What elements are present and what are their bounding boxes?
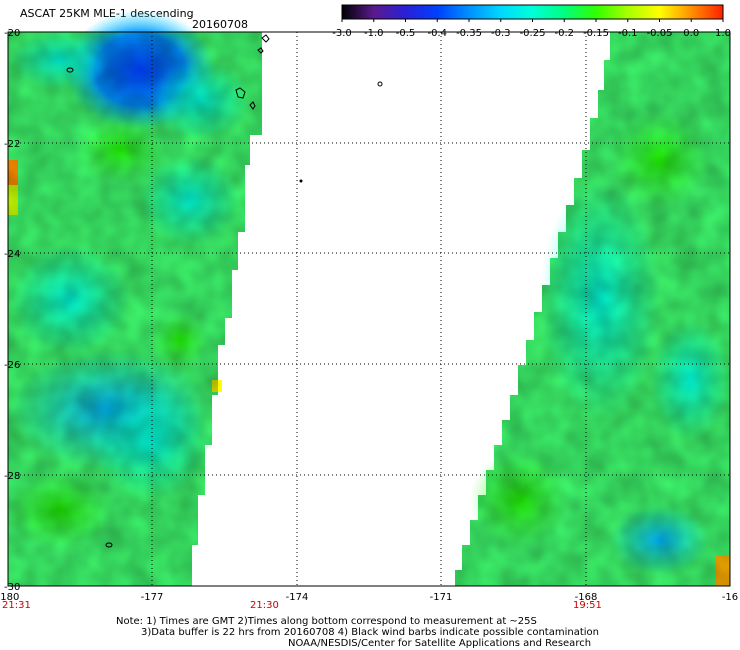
lon-label: -177 xyxy=(141,592,164,603)
note-line-1: Note: 1) Times are GMT 2)Times along bot… xyxy=(116,616,537,627)
colorbar-label: -0.25 xyxy=(520,28,546,39)
time-left: 21:31 xyxy=(2,600,31,611)
right-swath xyxy=(455,32,730,586)
latitude-labels: -20 -22 -24 -26 -28 -30 xyxy=(4,28,20,593)
lat-label: -28 xyxy=(4,471,20,482)
colorbar-label: -1.0 xyxy=(364,28,384,39)
colorbar-label: -0.5 xyxy=(396,28,416,39)
colorbar-label: -0.05 xyxy=(647,28,673,39)
lat-label: -22 xyxy=(4,139,20,150)
colorbar-label: 0.0 xyxy=(683,28,699,39)
note-line-3: NOAA/NESDIS/Center for Satellite Applica… xyxy=(288,638,592,649)
date-label: 20160708 xyxy=(192,18,248,31)
time-middle: 21:30 xyxy=(250,600,279,611)
note-line-2: 3)Data buffer is 22 hrs from 20160708 4)… xyxy=(141,627,599,638)
colorbar-label: 1.0 xyxy=(715,28,731,39)
lon-label: -16 xyxy=(722,592,738,603)
lon-label: -180 xyxy=(0,592,19,603)
map-frame xyxy=(7,31,731,587)
island-outlines xyxy=(66,34,383,548)
lon-label: -168 xyxy=(575,592,598,603)
colorbar-label: -0.35 xyxy=(456,28,482,39)
lat-label: -30 xyxy=(4,582,20,593)
colorbar-label: -0.3 xyxy=(491,28,511,39)
lat-lon-grid xyxy=(8,32,730,586)
left-swath xyxy=(5,10,262,586)
colorbar-gradient xyxy=(341,4,724,20)
island-dot xyxy=(299,179,303,183)
colorbar-label: -0.15 xyxy=(583,28,609,39)
colorbar: -3.0 -1.0 -0.5 -0.4 -0.35 -0.3 -0.25 -0.2 -0.15-… xyxy=(332,4,731,39)
colorbar-label: -0.4 xyxy=(427,28,447,39)
lat-label: -26 xyxy=(4,360,20,371)
lat-label: -20 xyxy=(4,28,20,39)
lon-label: -174 xyxy=(286,592,309,603)
time-right: 19:51 xyxy=(573,600,602,611)
lat-label: -24 xyxy=(4,249,20,260)
lon-label: -171 xyxy=(430,592,453,603)
colorbar-label: -3.0 xyxy=(332,28,352,39)
colorbar-label: -0.1 xyxy=(618,28,638,39)
longitude-labels: -180 -177 -174 -171 -168 -16 xyxy=(0,592,738,603)
colorbar-label: -0.2 xyxy=(554,28,574,39)
